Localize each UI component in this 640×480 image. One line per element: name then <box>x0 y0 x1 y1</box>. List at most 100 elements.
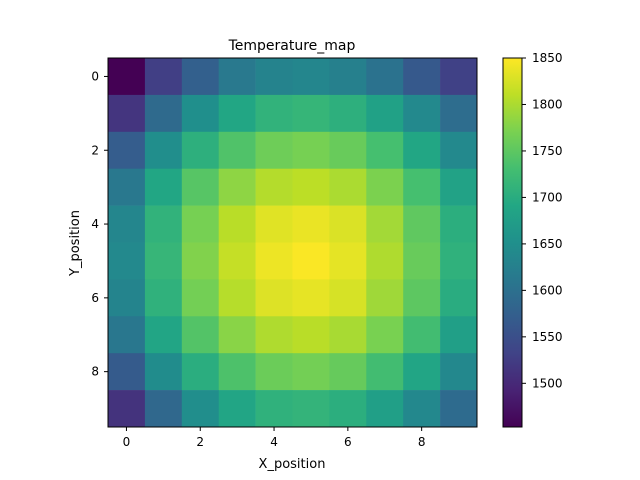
colorbar-tick-label: 1800 <box>532 97 563 111</box>
y-tick-label: 0 <box>91 69 99 83</box>
colorbar-tick-label: 1550 <box>532 330 563 344</box>
heatmap-cell <box>403 353 441 391</box>
heatmap-cell <box>108 168 146 206</box>
heatmap-cell <box>329 242 367 280</box>
chart-title: Temperature_map <box>228 38 356 54</box>
y-axis-ticks: 0 2 4 6 8 <box>91 69 108 379</box>
heatmap-cell <box>292 131 330 169</box>
heatmap-cell <box>255 390 293 428</box>
heatmap-cell <box>292 205 330 243</box>
heatmap-cell <box>144 58 183 96</box>
heatmap-cell <box>403 316 441 354</box>
heatmap-cell <box>403 94 441 133</box>
heatmap-cell <box>329 316 367 354</box>
x-axis-ticks: 0 2 4 6 8 <box>123 427 426 449</box>
heatmap-cell <box>366 353 404 391</box>
heatmap-cell <box>329 205 367 243</box>
heatmap-cell <box>144 94 183 133</box>
heatmap-cell <box>366 390 404 428</box>
heatmap-cell <box>181 58 219 96</box>
heatmap-cell <box>366 316 404 354</box>
heatmap-cell <box>181 131 219 169</box>
heatmap-cell <box>440 58 478 96</box>
heatmap-cell <box>144 390 183 428</box>
heatmap-cell <box>144 131 183 169</box>
colorbar-tick-label: 1600 <box>532 283 563 297</box>
heatmap-cells <box>108 58 478 428</box>
heatmap-cell <box>440 279 478 317</box>
heatmap-cell <box>440 168 478 206</box>
colorbar-tick-label: 1850 <box>532 51 563 65</box>
heatmap-cell <box>292 279 330 317</box>
heatmap-cell <box>255 94 293 133</box>
heatmap-cell <box>218 58 256 96</box>
colorbar-tick-label: 1700 <box>532 190 563 204</box>
heatmap-cell <box>366 131 404 169</box>
heatmap-cell <box>144 242 183 280</box>
heatmap-cell <box>218 205 256 243</box>
heatmap-cell <box>366 242 404 280</box>
heatmap-cell <box>329 168 367 206</box>
heatmap-cell <box>108 390 146 428</box>
heatmap-cell <box>255 58 293 96</box>
heatmap-cell <box>108 242 146 280</box>
heatmap-cell <box>108 353 146 391</box>
y-tick-label: 8 <box>91 365 99 379</box>
colorbar-tick-label: 1650 <box>532 237 563 251</box>
heatmap-cell <box>440 316 478 354</box>
heatmap-cell <box>292 390 330 428</box>
heatmap-cell <box>255 279 293 317</box>
heatmap-cell <box>366 58 404 96</box>
heatmap-cell <box>366 205 404 243</box>
heatmap-cell <box>218 131 256 169</box>
heatmap-cell <box>292 94 330 133</box>
heatmap-cell <box>292 168 330 206</box>
heatmap-cell <box>329 353 367 391</box>
heatmap-cell <box>292 58 330 96</box>
y-axis-label: Y_position <box>68 210 83 277</box>
heatmap-cell <box>329 94 367 133</box>
y-tick-label: 2 <box>91 143 99 157</box>
heatmap-cell <box>440 94 478 133</box>
heatmap-cell <box>144 316 183 354</box>
heatmap-cell <box>440 390 478 428</box>
heatmap-cell <box>108 205 146 243</box>
heatmap-cell <box>366 168 404 206</box>
heatmap-cell <box>144 168 183 206</box>
colorbar-tick-label: 1750 <box>532 144 563 158</box>
heatmap-cell <box>144 353 183 391</box>
heatmap-cell <box>218 353 256 391</box>
x-tick-label: 0 <box>123 435 131 449</box>
heatmap-cell <box>366 94 404 133</box>
heatmap-cell <box>218 94 256 133</box>
y-tick-label: 4 <box>91 217 99 231</box>
heatmap-cell <box>403 242 441 280</box>
colorbar-ticks: 1500 1550 1600 1650 1700 1750 1800 1850 <box>522 51 563 390</box>
heatmap-cell <box>292 316 330 354</box>
heatmap-cell <box>108 316 146 354</box>
heatmap-cell <box>440 131 478 169</box>
heatmap-cell <box>403 131 441 169</box>
heatmap-cell <box>144 205 183 243</box>
heatmap-cell <box>403 168 441 206</box>
heatmap-cell <box>218 390 256 428</box>
x-tick-label: 4 <box>270 435 278 449</box>
heatmap-cell <box>108 94 146 133</box>
colorbar-tick-label: 1500 <box>532 376 563 390</box>
x-tick-label: 8 <box>418 435 426 449</box>
heatmap-cell <box>440 353 478 391</box>
heatmap-cell <box>403 279 441 317</box>
heatmap-cell <box>403 390 441 428</box>
heatmap-cell <box>255 131 293 169</box>
heatmap-cell <box>366 279 404 317</box>
heatmap-cell <box>181 316 219 354</box>
heatmap-cell <box>292 353 330 391</box>
heatmap-cell <box>329 279 367 317</box>
heatmap-cell <box>440 242 478 280</box>
heatmap-cell <box>181 94 219 133</box>
x-tick-label: 2 <box>196 435 204 449</box>
heatmap-cell <box>181 353 219 391</box>
x-tick-label: 6 <box>344 435 352 449</box>
heatmap-cell <box>329 58 367 96</box>
heatmap-cell <box>292 242 330 280</box>
